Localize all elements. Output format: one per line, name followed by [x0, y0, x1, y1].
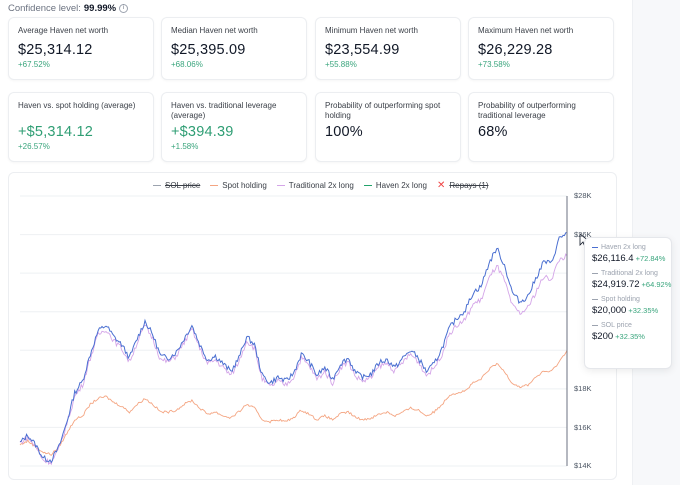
legend-label: Repays (1): [449, 181, 489, 190]
legend-label: Haven 2x long: [375, 181, 427, 190]
card-change: +73.58%: [478, 60, 510, 69]
y-tick-label: $26K: [574, 230, 592, 239]
tooltip-change: +32.35%: [615, 332, 645, 341]
tooltip-change: +72.84%: [635, 254, 666, 263]
tooltip-row-traditional: Traditional 2x long $24,919.72 +64.92%: [592, 270, 671, 290]
info-icon[interactable]: i: [119, 4, 129, 13]
card-change: +1.58%: [171, 142, 199, 151]
card-label: Minimum Haven net worth: [325, 26, 418, 35]
card-vs-spot: Haven vs. spot holding (average) +$5,314…: [8, 92, 154, 162]
chart-card: [8, 172, 617, 480]
card-label: Median Haven net worth: [171, 26, 258, 35]
legend-label: SOL price: [165, 181, 201, 190]
tooltip-name: Spot holding: [601, 296, 640, 303]
tooltip-change: +32.35%: [628, 306, 659, 315]
card-value: +$5,314.12: [18, 124, 93, 140]
tooltip-value: $200: [592, 331, 614, 342]
card-label: Haven vs. traditional leverage (average): [171, 101, 277, 120]
card-label: Haven vs. spot holding (average): [18, 101, 136, 110]
card-label: Probability of outperforming spot holdin…: [325, 101, 441, 120]
x-icon: ✕: [437, 179, 446, 191]
tooltip-name: Traditional 2x long: [601, 270, 658, 277]
chart-legend: SOL price Spot holding Traditional 2x lo…: [153, 179, 489, 191]
tooltip-name: Haven 2x long: [601, 244, 646, 251]
tooltip-value: $20,000: [592, 305, 627, 316]
card-label: Probability of outperforming traditional…: [478, 101, 576, 120]
card-value: $23,554.99: [325, 42, 400, 58]
card-value: $25,395.09: [171, 42, 246, 58]
card-change: +55.88%: [325, 60, 357, 69]
tooltip-change: +64.92%: [641, 280, 672, 289]
confidence-level: Confidence level: 99.99% i: [8, 3, 129, 14]
tooltip-value: $26,116.4: [592, 253, 634, 264]
legend-label: Spot holding: [222, 181, 267, 190]
y-tick-label: $14K: [574, 461, 592, 470]
card-value: 68%: [478, 124, 508, 140]
tooltip-swatch: [592, 325, 598, 326]
confidence-value: 99.99%: [83, 3, 117, 14]
y-tick-label: $28K: [574, 191, 592, 200]
card-value: $25,314.12: [18, 42, 93, 58]
card-maximum-net-worth: Maximum Haven net worth $26,229.28 +73.5…: [468, 17, 614, 80]
legend-swatch: [153, 184, 161, 187]
card-prob-spot: Probability of outperforming spot holdin…: [315, 92, 461, 162]
y-tick-label: $16K: [574, 423, 592, 432]
legend-item-spot-holding[interactable]: Spot holding: [210, 181, 267, 190]
tooltip-swatch: [592, 247, 598, 248]
card-vs-traditional: Haven vs. traditional leverage (average)…: [161, 92, 307, 162]
legend-label: Traditional 2x long: [288, 181, 354, 190]
confidence-label: Confidence level:: [8, 3, 81, 14]
legend-swatch: [210, 184, 219, 187]
tooltip-row-sol: SOL price $200 +32.35%: [592, 322, 664, 342]
y-tick-label: $18K: [574, 384, 592, 393]
card-prob-traditional: Probability of outperforming traditional…: [468, 92, 614, 162]
card-value: +$394.39: [171, 124, 234, 140]
tooltip-row-haven: Haven 2x long $26,116.4 +72.84%: [592, 244, 666, 264]
card-minimum-net-worth: Minimum Haven net worth $23,554.99 +55.8…: [315, 17, 461, 80]
legend-swatch: [276, 184, 285, 187]
tooltip-value: $24,919.72: [592, 279, 640, 290]
tooltip-row-spot: Spot holding $20,000 +32.35%: [592, 296, 664, 316]
tooltip-name: SOL price: [601, 322, 632, 329]
legend-swatch: [363, 184, 372, 187]
card-average-net-worth: Average Haven net worth $25,314.12 +67.5…: [8, 17, 154, 80]
tooltip-swatch: [592, 299, 598, 300]
legend-item-traditional[interactable]: Traditional 2x long: [276, 181, 354, 190]
card-label: Maximum Haven net worth: [478, 26, 574, 35]
legend-item-repays[interactable]: ✕ Repays (1): [437, 179, 489, 191]
card-change: +26.57%: [18, 142, 50, 151]
chart-tooltip: Haven 2x long $26,116.4 +72.84% Tradition…: [584, 237, 672, 369]
card-label: Average Haven net worth: [18, 26, 109, 35]
card-value: $26,229.28: [478, 42, 553, 58]
legend-item-sol-price[interactable]: SOL price: [153, 181, 200, 190]
tooltip-swatch: [592, 273, 598, 274]
legend-item-haven[interactable]: Haven 2x long: [363, 181, 427, 190]
card-change: +67.52%: [18, 60, 50, 69]
card-change: +68.06%: [171, 60, 203, 69]
card-value: 100%: [325, 124, 363, 140]
card-median-net-worth: Median Haven net worth $25,395.09 +68.06…: [161, 17, 307, 80]
